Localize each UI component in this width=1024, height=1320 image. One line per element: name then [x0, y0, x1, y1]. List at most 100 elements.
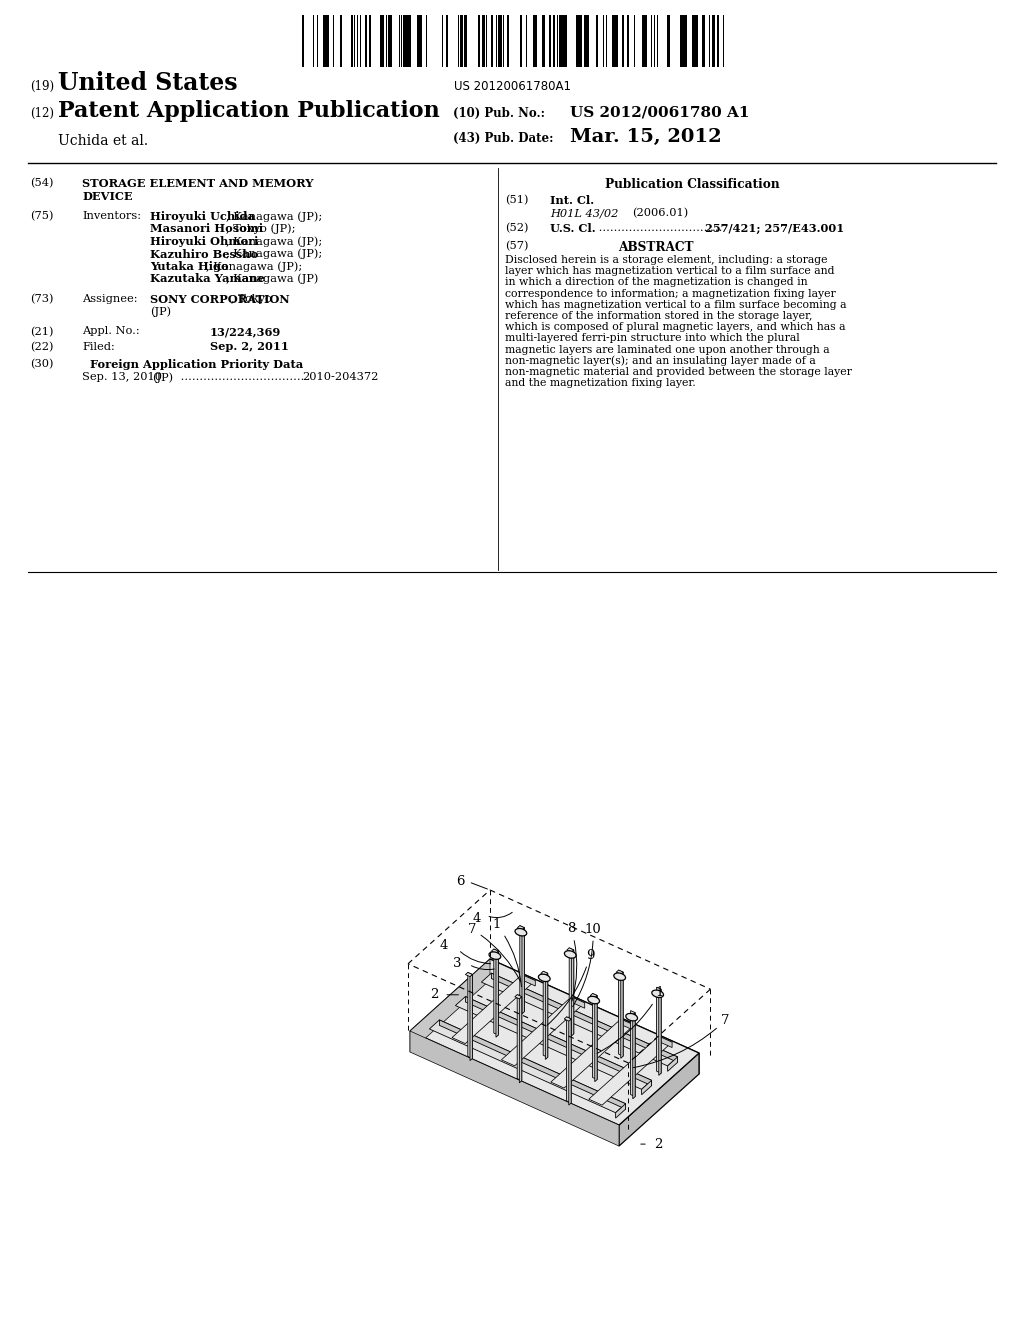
Polygon shape: [502, 997, 585, 1065]
Text: (57): (57): [505, 242, 528, 251]
Text: Sep. 13, 2010: Sep. 13, 2010: [82, 372, 162, 383]
Bar: [642, 15, 646, 67]
Text: Sep. 2, 2011: Sep. 2, 2011: [210, 342, 289, 352]
Bar: [380, 15, 384, 67]
Bar: [535, 15, 537, 67]
Text: Inventors:: Inventors:: [82, 211, 141, 220]
Text: in which a direction of the magnetization is changed in: in which a direction of the magnetizatio…: [505, 277, 808, 288]
Text: (2006.01): (2006.01): [632, 209, 688, 218]
Polygon shape: [541, 972, 548, 975]
Polygon shape: [494, 949, 499, 1035]
Bar: [403, 15, 406, 67]
Text: 1: 1: [597, 986, 664, 1053]
Text: US 20120061780A1: US 20120061780A1: [454, 81, 570, 92]
Text: (JP): (JP): [150, 306, 171, 317]
Polygon shape: [519, 997, 522, 1082]
Text: STORAGE ELEMENT AND MEMORY: STORAGE ELEMENT AND MEMORY: [82, 178, 313, 189]
Text: (51): (51): [505, 195, 528, 206]
Bar: [446, 15, 449, 67]
Polygon shape: [568, 1019, 571, 1105]
Bar: [622, 15, 624, 67]
Polygon shape: [439, 1020, 626, 1109]
Text: , Kanagawa (JP): , Kanagawa (JP): [225, 273, 318, 284]
Text: H01L 43/02: H01L 43/02: [550, 209, 618, 218]
Text: , Kanagawa (JP);: , Kanagawa (JP);: [225, 236, 322, 247]
Text: (22): (22): [30, 342, 53, 352]
Polygon shape: [590, 994, 597, 998]
Bar: [465, 15, 467, 67]
Bar: [667, 15, 670, 67]
Bar: [712, 15, 714, 67]
Polygon shape: [490, 960, 699, 1074]
Polygon shape: [429, 1020, 626, 1113]
Polygon shape: [551, 1019, 634, 1088]
Text: Appl. No.:: Appl. No.:: [82, 326, 139, 337]
Polygon shape: [465, 997, 651, 1086]
Text: 257/421; 257/E43.001: 257/421; 257/E43.001: [705, 223, 844, 234]
Text: 10: 10: [572, 923, 601, 1007]
Ellipse shape: [564, 950, 577, 958]
Text: Filed:: Filed:: [82, 342, 115, 351]
Bar: [507, 15, 509, 67]
Polygon shape: [496, 952, 499, 1038]
Text: Masanori Hosomi: Masanori Hosomi: [150, 223, 263, 235]
Ellipse shape: [539, 974, 550, 982]
Bar: [553, 15, 555, 67]
Text: (JP): (JP): [152, 372, 173, 383]
Text: 7: 7: [633, 1014, 730, 1068]
Text: , Tokyo: , Tokyo: [230, 294, 271, 304]
Bar: [482, 15, 484, 67]
Bar: [563, 15, 565, 67]
Text: Kazutaka Yamane: Kazutaka Yamane: [150, 273, 265, 285]
Text: (10) Pub. No.:: (10) Pub. No.:: [453, 107, 545, 120]
Polygon shape: [410, 960, 490, 1052]
Text: which has magnetization vertical to a film surface becoming a: which has magnetization vertical to a fi…: [505, 300, 847, 310]
Bar: [685, 15, 687, 67]
Polygon shape: [410, 1031, 618, 1146]
Polygon shape: [465, 973, 472, 977]
Text: which is composed of plural magnetic layers, and which has a: which is composed of plural magnetic lay…: [505, 322, 846, 333]
Polygon shape: [656, 987, 662, 1073]
Bar: [612, 15, 615, 67]
Ellipse shape: [613, 973, 626, 981]
Bar: [407, 15, 411, 67]
Bar: [302, 15, 304, 67]
Bar: [692, 15, 694, 67]
Polygon shape: [481, 973, 678, 1067]
Ellipse shape: [515, 928, 526, 936]
Polygon shape: [571, 997, 585, 1008]
Polygon shape: [618, 970, 624, 1056]
Text: .................................: .................................: [177, 372, 304, 383]
Bar: [579, 15, 581, 67]
Ellipse shape: [489, 952, 501, 960]
Polygon shape: [543, 972, 548, 1057]
Polygon shape: [621, 1019, 634, 1031]
Bar: [702, 15, 705, 67]
Bar: [615, 15, 617, 67]
Text: 7: 7: [467, 923, 520, 982]
Polygon shape: [515, 995, 522, 999]
Text: , Tokyo (JP);: , Tokyo (JP);: [225, 223, 295, 234]
Text: Disclosed herein is a storage element, including: a storage: Disclosed herein is a storage element, i…: [505, 255, 827, 265]
Bar: [418, 15, 420, 67]
Polygon shape: [618, 1053, 699, 1146]
Text: correspondence to information; a magnetization fixing layer: correspondence to information; a magneti…: [505, 289, 836, 298]
Polygon shape: [492, 973, 678, 1063]
Text: 9: 9: [547, 949, 595, 1026]
Text: Uchida et al.: Uchida et al.: [58, 135, 148, 148]
Bar: [420, 15, 422, 67]
Text: Publication Classification: Publication Classification: [605, 178, 779, 191]
Text: 4: 4: [439, 940, 447, 952]
Text: (30): (30): [30, 359, 53, 368]
Polygon shape: [571, 950, 573, 1036]
Text: Mar. 15, 2012: Mar. 15, 2012: [570, 128, 722, 147]
Text: Patent Application Publication: Patent Application Publication: [58, 100, 439, 121]
Text: Hiroyuki Uchida: Hiroyuki Uchida: [150, 211, 255, 222]
Text: 3: 3: [453, 957, 461, 970]
Text: United States: United States: [58, 71, 238, 95]
Text: magnetic layers are laminated one upon another through a: magnetic layers are laminated one upon a…: [505, 345, 829, 355]
Ellipse shape: [588, 997, 599, 1003]
Polygon shape: [567, 948, 573, 952]
Polygon shape: [522, 974, 536, 986]
Text: Yutaka Higo: Yutaka Higo: [150, 261, 228, 272]
